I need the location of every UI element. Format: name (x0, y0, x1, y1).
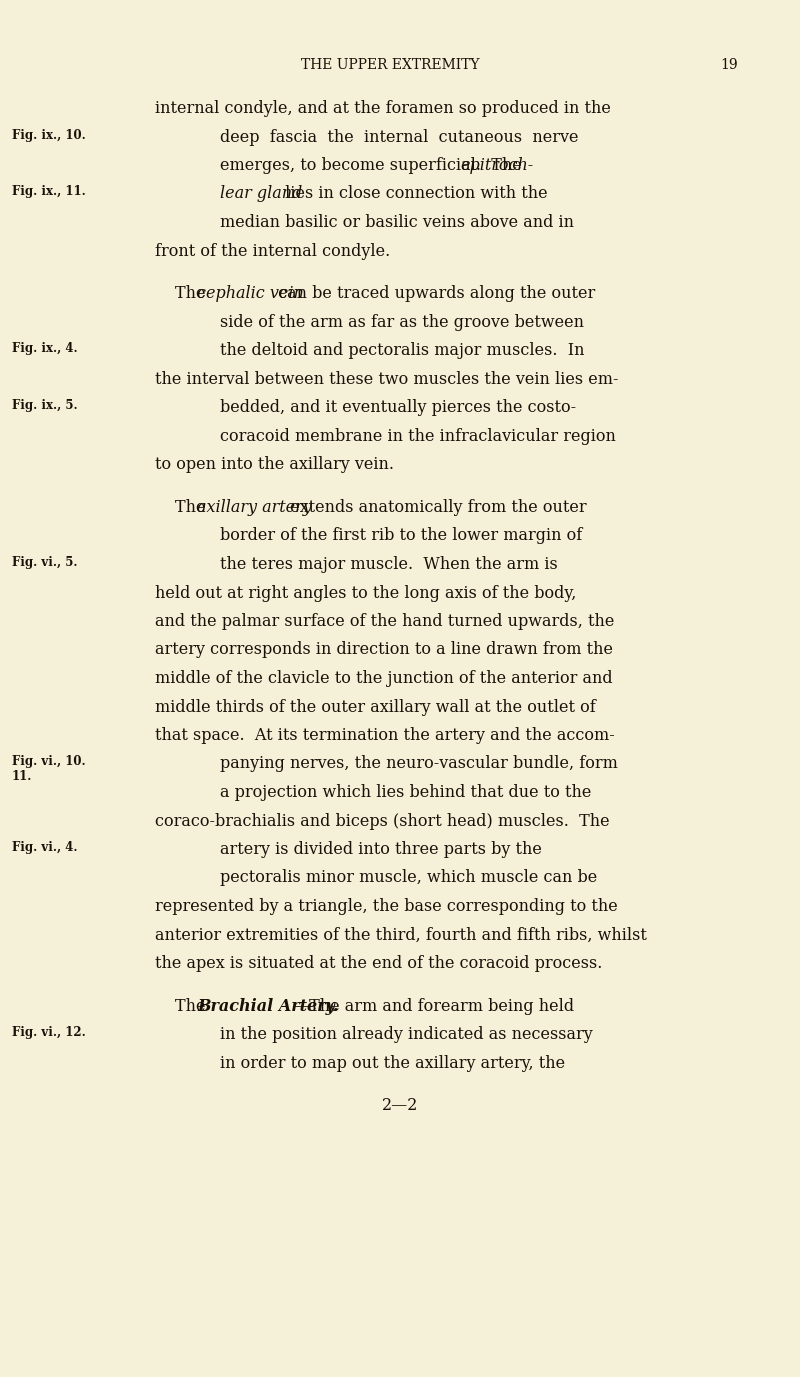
Text: the teres major muscle.  When the arm is: the teres major muscle. When the arm is (220, 556, 558, 573)
Text: Fig. vi., 5.: Fig. vi., 5. (12, 556, 78, 569)
Text: lies in close connection with the: lies in close connection with the (280, 186, 548, 202)
Text: represented by a triangle, the base corresponding to the: represented by a triangle, the base corr… (155, 898, 618, 914)
Text: bedded, and it eventually pierces the costo-: bedded, and it eventually pierces the co… (220, 399, 576, 416)
Text: 11.: 11. (12, 770, 32, 782)
Text: Fig. vi., 10.: Fig. vi., 10. (12, 756, 86, 768)
Text: the interval between these two muscles the vein lies em-: the interval between these two muscles t… (155, 370, 618, 388)
Text: Fig. vi., 4.: Fig. vi., 4. (12, 841, 78, 854)
Text: border of the first rib to the lower margin of: border of the first rib to the lower mar… (220, 527, 582, 544)
Text: median basilic or basilic veins above and in: median basilic or basilic veins above an… (220, 213, 574, 231)
Text: held out at right angles to the long axis of the body,: held out at right angles to the long axi… (155, 584, 576, 602)
Text: Fig. ix., 4.: Fig. ix., 4. (12, 343, 78, 355)
Text: pectoralis minor muscle, which muscle can be: pectoralis minor muscle, which muscle ca… (220, 869, 598, 887)
Text: extends anatomically from the outer: extends anatomically from the outer (285, 498, 586, 516)
Text: lear gland: lear gland (220, 186, 302, 202)
Text: THE UPPER EXTREMITY: THE UPPER EXTREMITY (301, 58, 479, 72)
Text: emerges, to become superficial.  The: emerges, to become superficial. The (220, 157, 527, 174)
Text: deep  fascia  the  internal  cutaneous  nerve: deep fascia the internal cutaneous nerve (220, 128, 578, 146)
Text: cephalic vein: cephalic vein (197, 285, 304, 302)
Text: the apex is situated at the end of the coracoid process.: the apex is situated at the end of the c… (155, 956, 602, 972)
Text: Fig. ix., 10.: Fig. ix., 10. (12, 128, 86, 142)
Text: artery corresponds in direction to a line drawn from the: artery corresponds in direction to a lin… (155, 642, 613, 658)
Text: coracoid membrane in the infraclavicular region: coracoid membrane in the infraclavicular… (220, 428, 616, 445)
Text: in order to map out the axillary artery, the: in order to map out the axillary artery,… (220, 1055, 565, 1071)
Text: Brachial Artery.: Brachial Artery. (197, 998, 338, 1015)
Text: axillary artery: axillary artery (197, 498, 312, 516)
Text: —The arm and forearm being held: —The arm and forearm being held (293, 998, 574, 1015)
Text: epitroch-: epitroch- (460, 157, 533, 174)
Text: Fig. ix., 5.: Fig. ix., 5. (12, 399, 78, 412)
Text: the deltoid and pectoralis major muscles.  In: the deltoid and pectoralis major muscles… (220, 343, 585, 359)
Text: internal condyle, and at the foramen so produced in the: internal condyle, and at the foramen so … (155, 101, 611, 117)
Text: to open into the axillary vein.: to open into the axillary vein. (155, 456, 394, 474)
Text: in the position already indicated as necessary: in the position already indicated as nec… (220, 1026, 593, 1044)
Text: anterior extremities of the third, fourth and fifth ribs, whilst: anterior extremities of the third, fourt… (155, 927, 647, 943)
Text: that space.  At its termination the artery and the accom-: that space. At its termination the arter… (155, 727, 614, 744)
Text: panying nerves, the neuro-vascular bundle, form: panying nerves, the neuro-vascular bundl… (220, 756, 618, 772)
Text: middle of the clavicle to the junction of the anterior and: middle of the clavicle to the junction o… (155, 671, 613, 687)
Text: a projection which lies behind that due to the: a projection which lies behind that due … (220, 784, 591, 801)
Text: artery is divided into three parts by the: artery is divided into three parts by th… (220, 841, 542, 858)
Text: side of the arm as far as the groove between: side of the arm as far as the groove bet… (220, 314, 584, 330)
Text: Fig. vi., 12.: Fig. vi., 12. (12, 1026, 86, 1040)
Text: 19: 19 (720, 58, 738, 72)
Text: The: The (175, 998, 210, 1015)
Text: The: The (175, 285, 210, 302)
Text: and the palmar surface of the hand turned upwards, the: and the palmar surface of the hand turne… (155, 613, 614, 631)
Text: The: The (175, 498, 210, 516)
Text: Fig. ix., 11.: Fig. ix., 11. (12, 186, 86, 198)
Text: middle thirds of the outer axillary wall at the outlet of: middle thirds of the outer axillary wall… (155, 698, 596, 716)
Text: 2—2: 2—2 (382, 1097, 418, 1114)
Text: can be traced upwards along the outer: can be traced upwards along the outer (273, 285, 595, 302)
Text: front of the internal condyle.: front of the internal condyle. (155, 242, 390, 259)
Text: coraco-brachialis and biceps (short head) muscles.  The: coraco-brachialis and biceps (short head… (155, 812, 610, 829)
